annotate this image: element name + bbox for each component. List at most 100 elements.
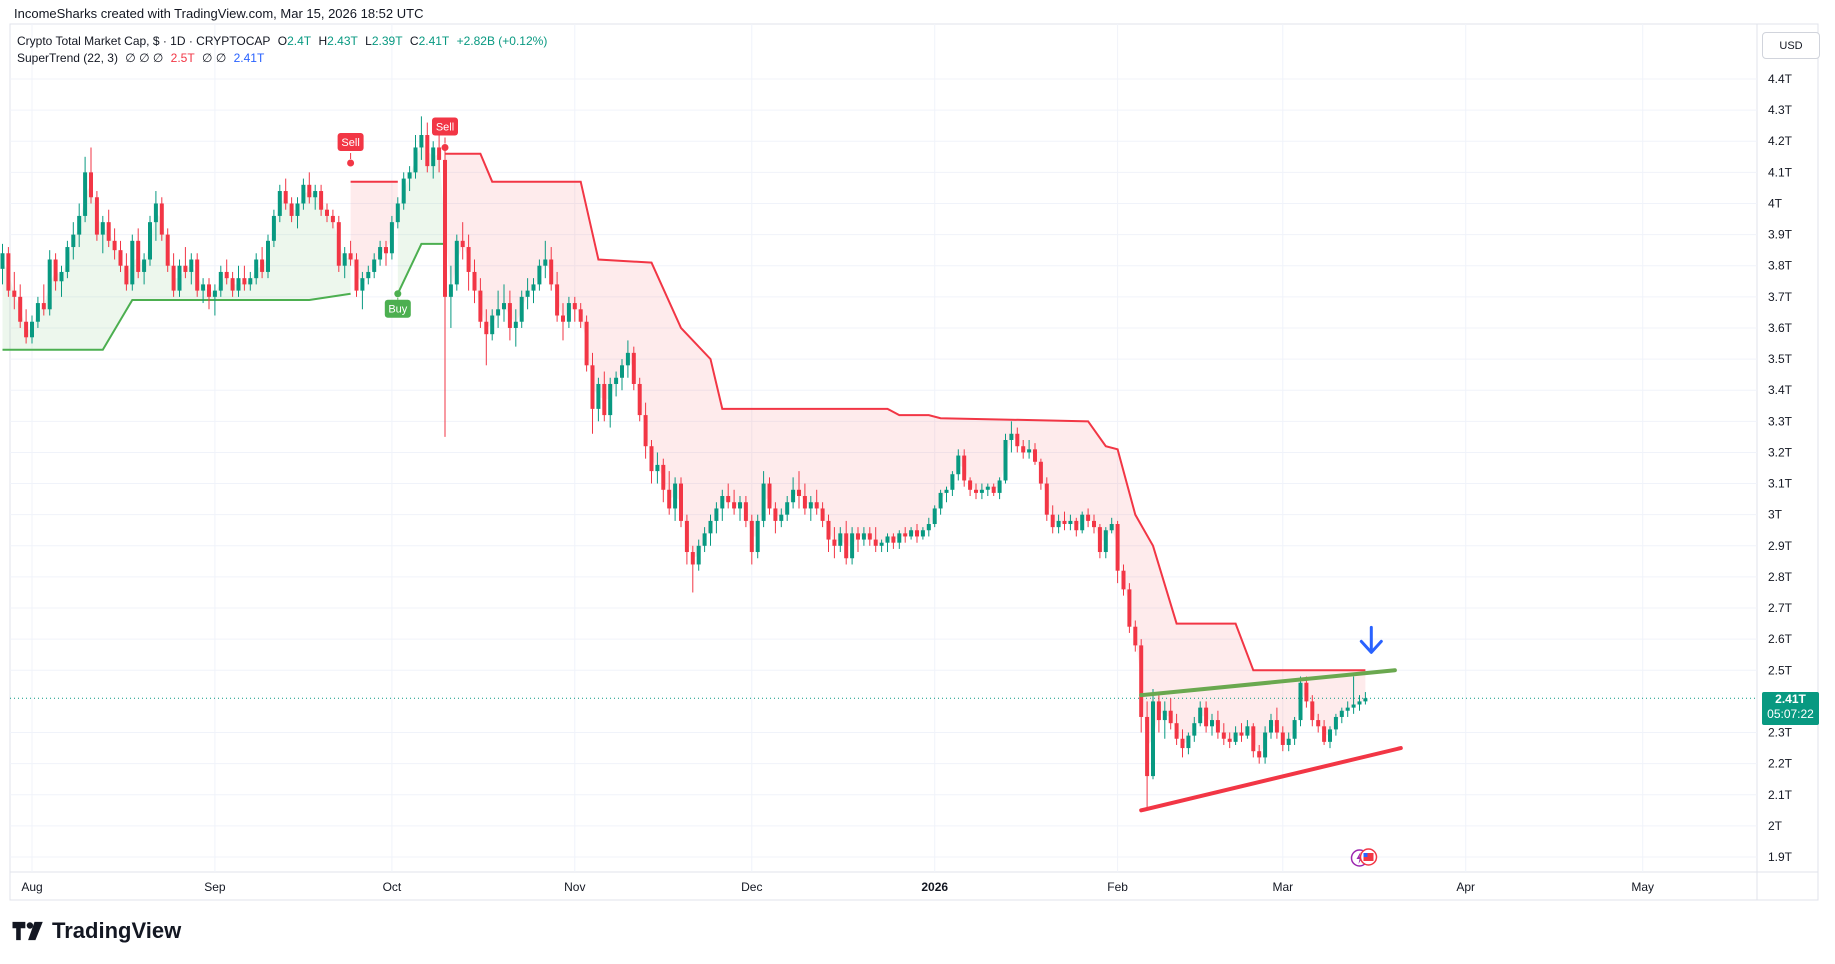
candle-body bbox=[484, 321, 489, 335]
candle-body bbox=[171, 265, 176, 291]
indicator-title[interactable]: SuperTrend (22, 3) bbox=[17, 51, 118, 65]
currency-button[interactable]: USD bbox=[1762, 32, 1820, 59]
candle bbox=[897, 530, 902, 549]
candle bbox=[1192, 716, 1197, 742]
candle bbox=[460, 222, 465, 260]
candle bbox=[991, 483, 996, 497]
y-tick-label: 2.7T bbox=[1768, 601, 1793, 615]
candle bbox=[360, 271, 365, 310]
trendline-support bbox=[1139, 746, 1403, 813]
ohlc-low: L2.39T bbox=[365, 34, 403, 48]
candle bbox=[1186, 732, 1191, 755]
candle bbox=[732, 489, 737, 515]
candle-body bbox=[944, 489, 949, 493]
candle-body bbox=[266, 240, 270, 272]
candle-body bbox=[578, 309, 583, 322]
candle-body bbox=[909, 530, 914, 537]
candle-body bbox=[478, 290, 483, 322]
candle-body bbox=[106, 222, 111, 241]
symbol-title[interactable]: Crypto Total Market Cap, $ · 1D · CRYPTO… bbox=[17, 34, 271, 48]
candle bbox=[602, 371, 607, 422]
candle bbox=[1292, 716, 1297, 745]
supertrend-fill-down bbox=[445, 153, 1366, 755]
candle-body bbox=[926, 524, 931, 531]
candle bbox=[572, 296, 577, 322]
candle-body bbox=[838, 533, 843, 546]
candle bbox=[1109, 517, 1114, 534]
candle-body bbox=[1210, 720, 1214, 727]
y-tick-label: 3.9T bbox=[1768, 228, 1793, 242]
candle-body bbox=[89, 172, 93, 198]
candle-body bbox=[920, 530, 925, 537]
candle-body bbox=[148, 222, 152, 260]
candle-body bbox=[802, 496, 807, 509]
candle bbox=[254, 253, 259, 285]
candle bbox=[6, 247, 11, 297]
candle-body bbox=[1269, 720, 1273, 733]
candle-body bbox=[832, 539, 837, 546]
candle-body bbox=[549, 259, 554, 285]
supertrend-line-up bbox=[396, 242, 445, 295]
symbol-legend-row: Crypto Total Market Cap, $ · 1D · CRYPTO… bbox=[17, 33, 551, 50]
candle bbox=[814, 489, 819, 515]
candle-body bbox=[826, 520, 831, 540]
y-tick-label: 4.2T bbox=[1768, 134, 1793, 148]
candle bbox=[838, 527, 843, 553]
candle-body bbox=[608, 383, 613, 416]
candle-body bbox=[531, 284, 536, 291]
candle-body bbox=[277, 191, 282, 216]
candle bbox=[153, 191, 158, 241]
candle-body bbox=[401, 178, 406, 204]
candle bbox=[1310, 695, 1315, 727]
candle bbox=[18, 284, 23, 328]
candle-body bbox=[720, 496, 725, 509]
candle bbox=[207, 278, 211, 310]
candle-body bbox=[814, 502, 819, 509]
candle bbox=[850, 527, 855, 565]
candle-body bbox=[1162, 710, 1167, 721]
candle bbox=[130, 234, 135, 291]
candle-body bbox=[714, 508, 719, 521]
candle bbox=[661, 458, 666, 503]
candle bbox=[968, 477, 973, 497]
candle bbox=[820, 502, 825, 528]
candle-body bbox=[419, 135, 424, 148]
candle bbox=[1174, 713, 1179, 745]
y-tick-label: 3.6T bbox=[1768, 321, 1793, 335]
candle-body bbox=[637, 383, 642, 416]
candle bbox=[419, 116, 424, 160]
candle bbox=[596, 377, 601, 422]
x-tick-label: Oct bbox=[383, 880, 402, 894]
y-tick-label: 4T bbox=[1768, 196, 1783, 210]
candle bbox=[289, 197, 294, 223]
candle-body bbox=[507, 303, 512, 328]
indicator-value-close: 2.41T bbox=[233, 51, 265, 65]
candle-body bbox=[1292, 720, 1297, 739]
candle-body bbox=[679, 483, 683, 521]
candle-body bbox=[738, 502, 742, 509]
candle bbox=[1168, 698, 1173, 730]
candle-body bbox=[885, 536, 890, 543]
candle bbox=[525, 278, 530, 310]
brand-name: TradingView bbox=[52, 918, 182, 943]
signal-box bbox=[432, 117, 458, 136]
lightning-glyph bbox=[1356, 852, 1363, 864]
candle-body bbox=[136, 240, 141, 272]
candle bbox=[1316, 713, 1321, 733]
candle-body bbox=[1015, 433, 1020, 447]
candle bbox=[478, 278, 483, 328]
signal-box bbox=[384, 299, 411, 318]
candle-body bbox=[289, 203, 294, 216]
candle bbox=[1121, 564, 1126, 596]
candle-body bbox=[850, 533, 855, 559]
candle bbox=[856, 527, 860, 553]
candle bbox=[71, 222, 76, 260]
tradingview-brand[interactable]: TradingView bbox=[12, 918, 181, 944]
y-tick-label: 3.4T bbox=[1768, 383, 1793, 397]
candle bbox=[378, 240, 383, 266]
candle-body bbox=[12, 290, 17, 297]
candle bbox=[1227, 732, 1232, 749]
candle bbox=[962, 449, 967, 487]
supertrend-line-down bbox=[445, 152, 1366, 672]
